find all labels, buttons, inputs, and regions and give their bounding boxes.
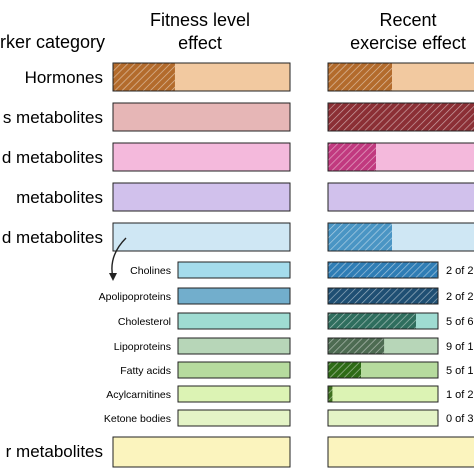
recent-sub-6-bar (328, 410, 438, 426)
subcategory-count: 5 of 1 (446, 365, 474, 377)
fitness-group-1-bar (113, 103, 290, 131)
subcategory-label: Acylcarnitines (106, 389, 171, 401)
fitness-sub-0-bar (178, 262, 290, 278)
subcategory-count: 1 of 2! (446, 389, 474, 401)
fitness-column-title-line1: Fitness level (150, 10, 250, 30)
recent-footer-bar-outline (327, 436, 474, 468)
recent-sub-4-bar-outline (327, 361, 439, 379)
recent-group-4-effect-segment (328, 223, 392, 251)
group-label: d metabolites (2, 148, 103, 167)
fitness-sub-0-bar-outline (177, 261, 291, 279)
recent-sub-1-bar-outline (327, 287, 439, 305)
fitness-column-title-line2: effect (178, 33, 222, 53)
fitness-group-3-bar (113, 183, 290, 211)
recent-group-3-bar (328, 183, 474, 211)
subcategory-count: 2 of 2 (446, 291, 474, 303)
group-label: s metabolites (3, 108, 103, 127)
recent-sub-0-effect-segment (328, 262, 438, 278)
recent-group-2-effect-segment (328, 143, 376, 171)
recent-sub-2-bar-outline (327, 312, 439, 330)
group-label: Hormones (25, 68, 103, 87)
recent-footer-bar (328, 437, 474, 467)
subcategory-label: Fatty acids (120, 365, 171, 377)
recent-sub-5-bar-outline (327, 385, 439, 403)
fitness-group-1-bar-outline (112, 102, 291, 132)
fitness-sub-1-bar (178, 288, 290, 304)
category-column-header: rker category (0, 32, 105, 52)
recent-column-title-line1: Recent (379, 10, 436, 30)
recent-sub-2-effect-segment (328, 313, 416, 329)
recent-sub-3-effect-segment (328, 338, 385, 354)
recent-sub-4-effect-segment (328, 362, 361, 378)
subcategory-count: 9 of 1 (446, 341, 474, 353)
fitness-sub-4-bar-outline (177, 361, 291, 379)
recent-sub-0-bar-outline (327, 261, 439, 279)
recent-group-3-bar-outline (327, 182, 474, 212)
fitness-sub-3-bar (178, 338, 290, 354)
recent-sub-1-effect-segment (328, 288, 438, 304)
subcategory-label: Cholesterol (118, 316, 171, 328)
fitness-sub-6-bar (178, 410, 290, 426)
subcategory-count: 0 of 3 (446, 413, 474, 425)
recent-sub-5-bar (328, 386, 438, 402)
fitness-sub-5-bar (178, 386, 290, 402)
fitness-sub-6-bar-outline (177, 409, 291, 427)
recent-column-title-line2: exercise effect (350, 33, 466, 53)
fitness-group-4-bar (113, 223, 290, 251)
fitness-sub-4-bar (178, 362, 290, 378)
recent-group-1-bar-outline (327, 102, 474, 132)
fitness-group-0-bar-outline (112, 62, 291, 92)
subcategory-label: Ketone bodies (104, 413, 171, 425)
group-label: r metabolites (6, 442, 103, 461)
group-label: metabolites (16, 188, 103, 207)
recent-sub-5-effect-segment (328, 386, 333, 402)
recent-group-0-effect-segment (328, 63, 392, 91)
subcategory-label: Lipoproteins (114, 341, 171, 353)
fitness-sub-5-bar-outline (177, 385, 291, 403)
recent-group-4-bar-outline (327, 222, 474, 252)
fitness-footer-bar-outline (112, 436, 291, 468)
recent-group-1-effect-segment (328, 103, 474, 131)
fitness-sub-1-bar-outline (177, 287, 291, 305)
fitness-sub-2-bar-outline (177, 312, 291, 330)
fitness-footer-bar (113, 437, 290, 467)
recent-group-0-bar-outline (327, 62, 474, 92)
fitness-sub-3-bar-outline (177, 337, 291, 355)
subcategory-label: Apolipoproteins (99, 291, 171, 303)
fitness-group-0-effect-segment (113, 63, 175, 91)
subcategory-count: 2 of 2 (446, 265, 474, 277)
expand-arrow-head (109, 273, 117, 281)
fitness-group-4-bar-outline (112, 222, 291, 252)
fitness-group-3-bar-outline (112, 182, 291, 212)
recent-sub-6-bar-outline (327, 409, 439, 427)
fitness-group-2-bar (113, 143, 290, 171)
subcategory-label: Cholines (130, 265, 171, 277)
fitness-group-2-bar-outline (112, 142, 291, 172)
recent-sub-3-bar-outline (327, 337, 439, 355)
group-label: d metabolites (2, 228, 103, 247)
recent-group-2-bar-outline (327, 142, 474, 172)
fitness-sub-2-bar (178, 313, 290, 329)
subcategory-count: 5 of 6 (446, 316, 474, 328)
